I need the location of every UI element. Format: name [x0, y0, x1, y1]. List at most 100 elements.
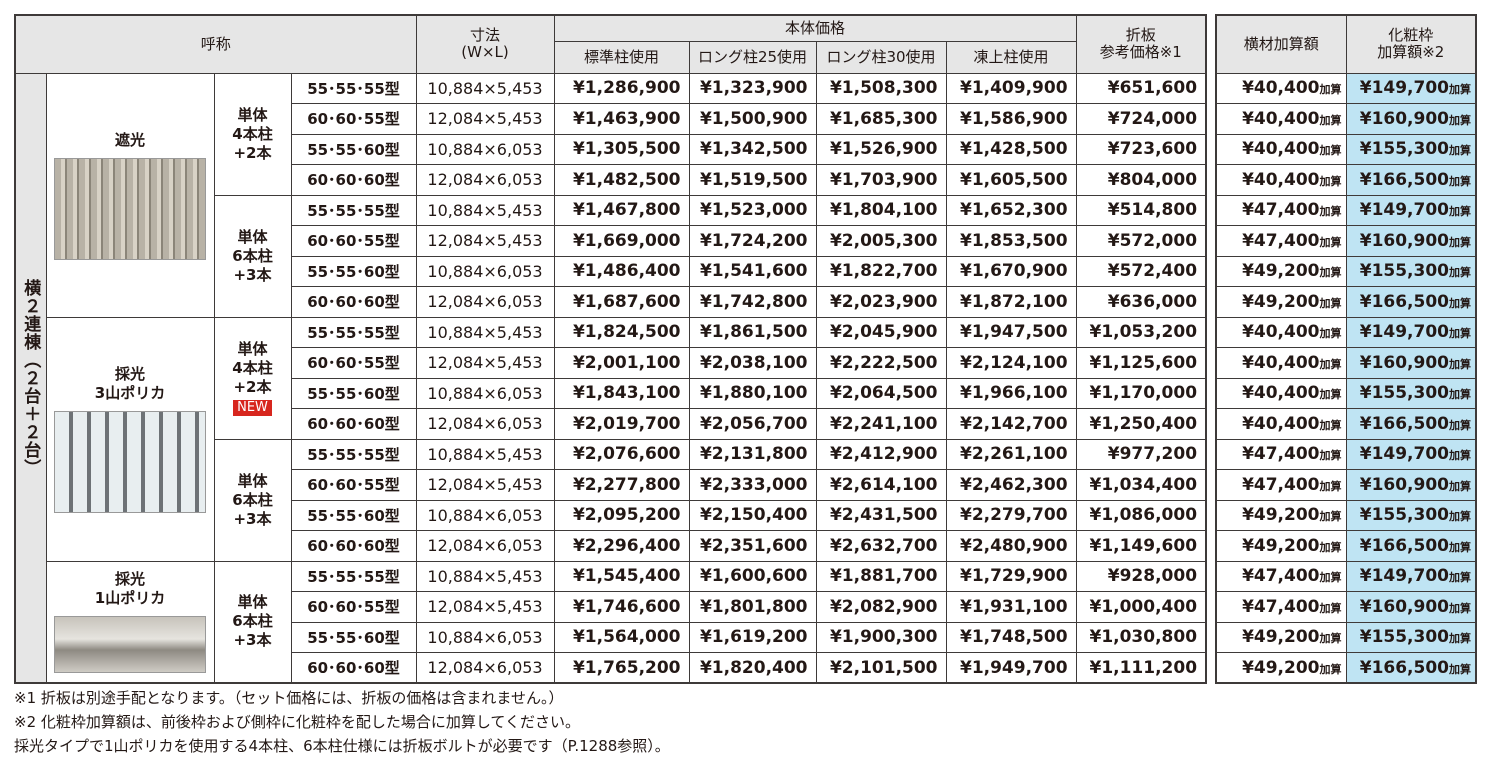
price-cell: ¥2,279,700	[945, 499, 1077, 531]
price-cell: ¥1,652,300	[945, 194, 1077, 226]
unit: 加算	[1319, 601, 1342, 615]
addition-cell: ¥166,500加算	[1345, 286, 1477, 318]
price-cell: ¥1,881,700	[815, 560, 947, 592]
unit: 加算	[1449, 205, 1471, 219]
dim-cell: 10,884×6,053	[415, 133, 555, 165]
model-cell: 55･55･55型	[290, 560, 417, 592]
price-cell: ¥2,056,700	[688, 408, 817, 440]
price: ¥160,900	[1359, 596, 1449, 617]
price-cell: ¥1,853,500	[945, 225, 1077, 257]
photo	[54, 616, 206, 674]
model-cell: 60･60･60型	[290, 408, 417, 440]
addition-cell: ¥155,300加算	[1345, 499, 1477, 531]
price-cell: ¥1,170,000	[1075, 377, 1207, 409]
price: ¥166,500	[1359, 413, 1449, 434]
price-cell: ¥1,824,500	[553, 316, 690, 348]
unit: 加算	[1449, 388, 1471, 402]
addition-cell: ¥155,300加算	[1345, 621, 1477, 653]
unit: 加算	[1319, 571, 1342, 585]
price-cell: ¥1,519,500	[688, 164, 817, 196]
dim-cell: 12,084×5,453	[415, 103, 555, 135]
price-cell: ¥1,428,500	[945, 133, 1077, 165]
price-cell: ¥2,351,600	[688, 530, 817, 562]
data-row: ¥40,400加算 ¥155,300加算	[1215, 133, 1477, 165]
addition-cell: ¥149,700加算	[1345, 438, 1477, 470]
data-row: ¥49,200加算 ¥155,300加算	[1215, 255, 1477, 287]
price: ¥166,500	[1359, 169, 1449, 190]
data-row: ¥47,400加算 ¥149,700加算	[1215, 438, 1477, 470]
data-row: ¥40,400加算 ¥149,700加算	[1215, 72, 1477, 104]
price-cell: ¥572,000	[1075, 225, 1207, 257]
price-cell: ¥2,082,900	[815, 591, 947, 623]
addition-cell: ¥47,400加算	[1215, 438, 1347, 470]
price-cell: ¥977,200	[1075, 438, 1207, 470]
unit: 加算	[1319, 510, 1342, 524]
price-cell: ¥1,463,900	[553, 103, 690, 135]
post-label: 単体 6本柱 +3本	[232, 593, 273, 650]
data-row: 横２連棟（２台＋２台） 遮光 単体 4本柱 +2本 55･55･55型 10,884×5…	[14, 72, 1207, 684]
unit: 加算	[1449, 632, 1471, 646]
price: ¥47,400	[1242, 444, 1320, 465]
price-cell: ¥1,801,800	[688, 591, 817, 623]
price-cell: ¥636,000	[1075, 286, 1207, 318]
price: ¥160,900	[1359, 474, 1449, 495]
price: ¥40,400	[1242, 322, 1320, 343]
unit: 加算	[1319, 296, 1342, 310]
price: ¥149,700	[1359, 444, 1449, 465]
price-cell: ¥1,545,400	[553, 560, 690, 592]
price-cell: ¥1,526,900	[815, 133, 947, 165]
type-label: 採光 3山ポリカ	[94, 365, 166, 402]
data-row: 55･55･60型 10,884×6,053 ¥1,843,100 ¥1,880,10…	[15, 377, 1207, 409]
price-cell: ¥1,670,900	[945, 255, 1077, 287]
model-cell: 60･60･60型	[290, 164, 417, 196]
unit: 加算	[1319, 83, 1342, 97]
unit: 加算	[1319, 357, 1342, 371]
unit: 加算	[1319, 632, 1342, 646]
post-label: 単体 6本柱 +3本	[232, 227, 273, 284]
price-cell: ¥2,131,800	[688, 438, 817, 470]
unit: 加算	[1449, 510, 1471, 524]
data-row: ¥49,200加算 ¥166,500加算	[1215, 652, 1477, 684]
addition-cell: ¥40,400加算	[1215, 164, 1347, 196]
header-cell: 標準柱使用	[553, 40, 690, 74]
price-table: 呼称 寸法 (W×L) 本体価格 折板 参考価格※1 標準柱使用 ロング柱25使用 ロング柱…	[14, 14, 1208, 684]
price-cell: ¥1,880,100	[688, 377, 817, 409]
unit: 加算	[1449, 357, 1471, 371]
price-cell: ¥723,600	[1075, 133, 1207, 165]
model-cell: 60･60･55型	[290, 469, 417, 501]
data-row: 採光 1山ポリカ 単体 6本柱 +3本 55･55･55型 10,884×5,453 ¥…	[15, 560, 1207, 684]
price-cell: ¥2,480,900	[945, 530, 1077, 562]
price: ¥40,400	[1242, 413, 1320, 434]
data-row: ¥40,400加算 ¥160,900加算	[1215, 347, 1477, 379]
price-cell: ¥2,064,500	[815, 377, 947, 409]
addition-cell: ¥47,400加算	[1215, 591, 1347, 623]
unit: 加算	[1319, 174, 1342, 188]
header-cell: 化粧枠 加算額※2	[1345, 14, 1477, 74]
price-cell: ¥2,023,900	[815, 286, 947, 318]
header-cell: 横材加算額	[1215, 14, 1347, 74]
price: ¥47,400	[1242, 596, 1320, 617]
data-row: 60･60･55型 12,084×5,453 ¥2,277,800 ¥2,333,00…	[15, 469, 1207, 501]
price-cell: ¥1,746,600	[553, 591, 690, 623]
unit: 加算	[1449, 449, 1471, 463]
unit: 加算	[1449, 113, 1471, 127]
header-cell: 寸法 (W×L)	[415, 14, 555, 74]
unit: 加算	[1319, 327, 1342, 341]
price-cell: ¥1,486,400	[553, 255, 690, 287]
price: ¥166,500	[1359, 535, 1449, 556]
type-label: 遮光	[114, 130, 145, 149]
header-row: 横材加算額 化粧枠 加算額※2	[1215, 14, 1477, 74]
data-row: ¥40,400加算 ¥160,900加算	[1215, 103, 1477, 135]
price-cell: ¥1,729,900	[945, 560, 1077, 592]
dim-cell: 12,084×6,053	[415, 652, 555, 684]
model-cell: 55･55･60型	[290, 133, 417, 165]
price-cell: ¥1,685,300	[815, 103, 947, 135]
unit: 加算	[1319, 205, 1342, 219]
price-cell: ¥2,005,300	[815, 225, 947, 257]
price-cell: ¥928,000	[1075, 560, 1207, 592]
price-cell: ¥1,053,200	[1075, 316, 1207, 348]
price-cell: ¥1,467,800	[553, 194, 690, 226]
price-cell: ¥2,038,100	[688, 347, 817, 379]
header-row: 標準柱使用 ロング柱25使用 ロング柱30使用 凍上柱使用	[15, 40, 1206, 74]
unit: 加算	[1319, 266, 1342, 280]
